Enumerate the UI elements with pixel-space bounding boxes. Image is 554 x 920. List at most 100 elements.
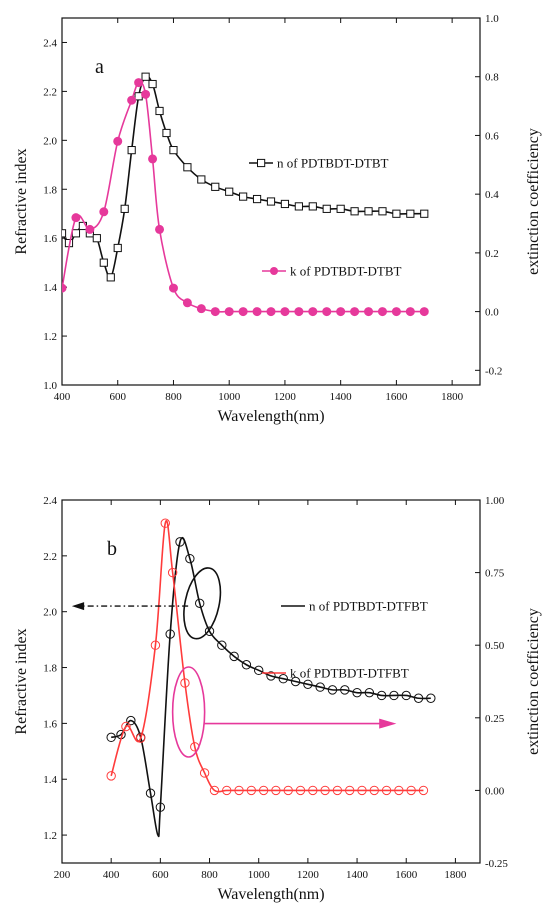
y-axis-label: Refractive index — [13, 628, 30, 734]
data-point — [369, 785, 379, 796]
y-tick-label: 1.2 — [43, 830, 57, 842]
y2-axis-label: extinction coefficiency — [525, 128, 542, 275]
x-axis-label: Wavelength(nm) — [217, 408, 324, 425]
data-point — [113, 243, 122, 253]
data-point — [364, 307, 374, 317]
data-point — [280, 307, 290, 317]
y-axis-label: Refractive index — [13, 148, 30, 254]
y2-axis-label: extinction coefficiency — [525, 608, 542, 755]
data-point — [241, 660, 252, 670]
data-point — [196, 304, 206, 314]
arrow-left-head — [71, 602, 85, 611]
x-tick-label: 1000 — [248, 869, 271, 881]
data-point — [405, 307, 415, 317]
y-tick-label: 2.2 — [43, 86, 57, 98]
data-point — [106, 771, 116, 781]
series-1 — [106, 518, 429, 796]
data-point — [217, 640, 227, 650]
data-point — [120, 204, 129, 213]
data-point — [357, 785, 367, 796]
data-point — [62, 229, 67, 238]
data-point — [271, 785, 281, 796]
y2-tick-label: 0.0 — [485, 307, 499, 319]
data-point — [155, 802, 166, 812]
y-tick-label: 1.6 — [43, 718, 57, 730]
data-point — [336, 307, 346, 317]
x-tick-label: 200 — [54, 869, 71, 881]
data-point — [155, 224, 165, 234]
data-point — [126, 715, 136, 726]
data-point — [165, 629, 175, 639]
data-point — [364, 687, 375, 698]
data-point — [394, 785, 404, 796]
y-tick-label: 1.4 — [43, 282, 57, 294]
y2-tick-label: 1.0 — [485, 13, 499, 25]
data-point — [294, 307, 304, 317]
data-point — [350, 207, 359, 216]
data-point — [224, 307, 234, 317]
y-tick-label: 1.2 — [43, 331, 57, 343]
data-point — [121, 721, 131, 732]
data-point — [381, 785, 392, 796]
data-point — [308, 785, 318, 796]
data-point — [280, 199, 290, 209]
data-point — [252, 307, 262, 317]
x-tick-label: 1800 — [444, 869, 467, 881]
data-point — [283, 785, 293, 796]
panel-b-chart: 200 400 600 800 1000 1200 1400 1600 1800 1.2 1.4 1.… — [13, 495, 542, 903]
data-point — [234, 785, 244, 796]
data-point — [290, 676, 301, 687]
data-point — [182, 298, 192, 308]
data-point — [199, 768, 210, 778]
data-point — [308, 202, 317, 211]
data-point — [113, 136, 123, 146]
data-point — [418, 785, 429, 796]
data-point — [99, 207, 109, 217]
data-point — [389, 690, 399, 701]
data-point — [294, 202, 303, 211]
data-point — [406, 209, 415, 218]
data-point — [148, 154, 158, 164]
series-0 — [62, 72, 429, 282]
data-point — [332, 785, 343, 796]
y2-tick-label: 0.25 — [485, 713, 505, 725]
data-point — [134, 78, 144, 88]
data-point — [278, 674, 288, 684]
data-point — [71, 213, 81, 223]
x-tick-label: 1400 — [346, 869, 369, 881]
data-point — [392, 209, 401, 218]
data-point — [127, 146, 136, 155]
data-point — [167, 567, 178, 578]
data-point — [92, 234, 101, 243]
data-point — [376, 690, 387, 701]
legend-label: k of PDTBDT-DTFBT — [290, 666, 409, 681]
data-point — [336, 204, 345, 213]
data-point — [148, 79, 157, 89]
legend-label: k of PDTBDT-DTBT — [290, 264, 402, 279]
x-tick-label: 1600 — [395, 869, 418, 881]
data-point — [229, 651, 239, 662]
panel-letter: b — [107, 538, 117, 560]
data-point — [254, 665, 264, 676]
data-point — [401, 690, 411, 701]
x-tick-label: 1400 — [330, 391, 353, 403]
plot-frame — [61, 17, 481, 386]
x-tick-label: 1200 — [297, 869, 320, 881]
data-point — [295, 785, 306, 796]
y-tick-label: 2.4 — [43, 495, 57, 507]
data-point — [183, 163, 192, 172]
series-1 — [62, 78, 429, 317]
data-point — [246, 785, 257, 796]
data-point — [391, 307, 401, 317]
data-point — [194, 598, 205, 609]
data-point — [308, 307, 318, 317]
data-point — [180, 678, 190, 688]
legend-label: n of PDTBDT-DTFBT — [309, 599, 428, 614]
x-tick-label: 800 — [201, 869, 218, 881]
x-tick-label: 600 — [109, 391, 126, 403]
x-tick-label: 1800 — [441, 391, 464, 403]
x-tick-label: 1000 — [218, 391, 241, 403]
x-tick-label: 600 — [152, 869, 169, 881]
data-point — [420, 209, 429, 218]
data-point — [135, 733, 146, 743]
